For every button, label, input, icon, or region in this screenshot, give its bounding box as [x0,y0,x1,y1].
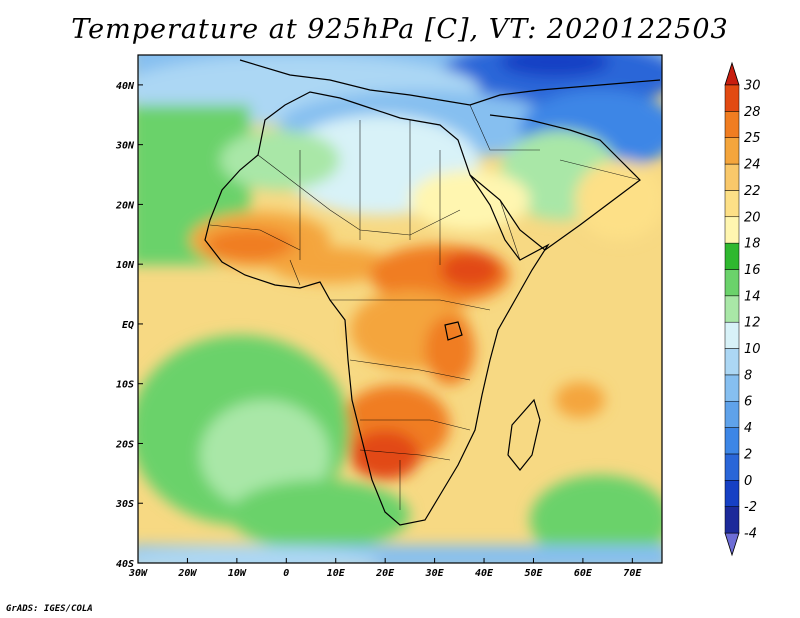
lon-tick-label: 10E [327,568,346,579]
lon-tick-label: 0 [283,568,289,579]
lat-tick-label: 20N [115,200,135,211]
colorbar-swatch [724,111,740,138]
europe-coastline [239,59,661,106]
colorbar-swatch [724,295,740,323]
colorbar-label: 14 [744,289,761,304]
map-title: Temperature at 925hPa [C], VT: 202012250… [71,14,729,45]
colorbar-swatch [724,506,740,534]
lat-tick-label: 40N [116,81,135,92]
map-frame [137,54,663,564]
lat-tick-label: 30N [115,141,135,152]
colorbar-swatch [724,190,740,218]
colorbar-label: 18 [744,237,761,252]
arabia-coastline [469,114,641,251]
lon-tick-label: 30W [128,568,148,579]
colorbar-label: 10 [744,342,761,357]
africa-coastline [204,91,550,526]
lon-tick-label: 10W [228,568,247,579]
colorbar-label: 24 [744,158,761,173]
colorbar-swatch [724,242,740,270]
colorbar-label: 30 [744,79,761,94]
colorbar-label: 4 [744,421,752,436]
colorbar-swatch [724,269,740,297]
colorbar-label: 6 [744,395,752,410]
lon-tick-label: 20W [177,568,197,579]
credit-text: GrADS: IGES/COLA [6,604,93,614]
colorbar-swatch [724,453,740,481]
colorbar-label: 22 [744,184,761,199]
colorbar-label: 2 [744,447,752,462]
lon-tick-label: 40E [475,568,494,579]
lat-tick-label: 10N [116,260,135,271]
lat-tick-label: 10S [116,380,134,391]
lat-tick-label: 20S [115,439,134,450]
colorbar-label: -4 [744,527,757,542]
colorbar-label: 8 [744,368,752,383]
madagascar-coastline [507,398,541,471]
lon-tick-label: 30E [425,568,445,579]
colorbar-label: 12 [744,316,761,331]
lat-tick-label: 30S [115,499,134,510]
lat-tick-label: EQ [122,320,134,331]
temperature-field [138,55,662,563]
colorbar-swatch [724,480,740,507]
colorbar-swatch [724,348,740,376]
longitude-axis: 30W 20W 10W 0 10E 20E 30E 40E 50E 60E 70E [128,558,642,579]
latitude-axis: 40N 30N 20N 10N EQ 10S 20S 30S 40S [115,81,143,570]
lon-tick-label: 70E [623,568,642,579]
colorbar-swatch [724,216,740,244]
coastlines [204,59,661,526]
colorbar-swatch [724,321,740,349]
colorbar-label: 20 [744,210,761,225]
lake-victoria [444,321,463,341]
colorbar-swatch [724,427,740,455]
colorbar-swatch [724,84,740,112]
colorbar-swatch [724,400,740,428]
colorbar-label: 16 [744,263,761,278]
colorbar-label: 28 [744,105,761,120]
colorbar-label: -2 [744,500,757,515]
colorbar-min-arrow [724,532,740,557]
colorbar-label: 0 [744,474,752,489]
lon-tick-label: 60E [574,568,593,579]
colorbar-swatch [724,374,740,402]
colorbar-swatch [724,137,740,165]
colorbar-label: 25 [744,131,761,146]
lon-tick-label: 20E [375,568,395,579]
country-borders [209,104,641,510]
lon-tick-label: 50E [524,568,543,579]
colorbar-max-arrow [724,61,740,86]
colorbar-swatch [724,163,740,191]
lat-tick-label: 40S [116,559,134,570]
